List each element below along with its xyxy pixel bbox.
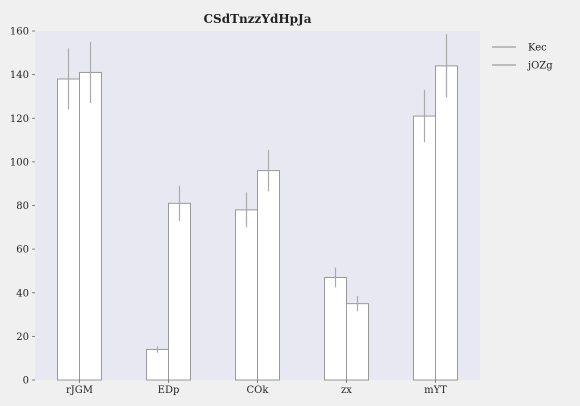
bar-Kec-zx [324,276,347,381]
x-tick-label: EDp [158,385,180,396]
x-axis: rJGM EDp COk zx mYT [66,380,447,396]
legend-label-Kec: Kec [528,43,547,54]
y-tick-label: 140 [10,70,29,81]
y-tick-label: 100 [10,157,29,168]
y-tick-label: 40 [16,288,29,299]
legend: Kec jOZg [492,43,553,72]
y-axis: 0 20 40 60 80 100 120 140 160 [10,27,35,387]
bar-jOZg-COk [257,170,280,381]
bar-Kec-rJGM [57,78,80,381]
y-tick-label: 80 [16,201,29,212]
bar-jOZg-zx [346,303,369,381]
y-tick-label: 60 [16,245,29,256]
bar-Kec-COk [235,209,258,381]
x-tick-label: COk [247,385,270,396]
y-tick-label: 120 [10,114,29,125]
chart-title: CSdTnzzYdHpJa [203,12,311,26]
error-bars-layer [67,34,448,353]
bar-jOZg-EDp [168,202,191,381]
bar-jOZg-rJGM [79,71,102,381]
legend-label-jOZg: jOZg [527,61,553,72]
x-tick-label: zx [341,385,352,396]
bar-Kec-EDp [146,348,169,381]
y-tick-label: 20 [16,332,29,343]
bar-Kec-mYT [413,115,436,381]
x-tick-label: mYT [424,385,447,396]
x-tick-label: rJGM [66,385,93,396]
bar-jOZg-mYT [435,65,458,381]
y-tick-label: 0 [23,376,29,387]
bars-layer [57,65,458,381]
y-tick-label: 160 [10,27,29,38]
